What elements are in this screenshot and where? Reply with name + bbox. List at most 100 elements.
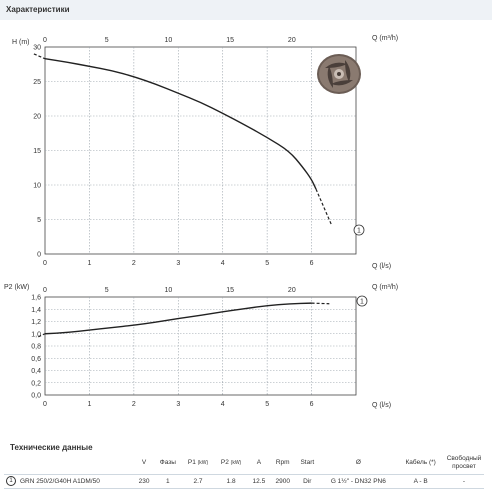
x-tick-label: 4 bbox=[221, 260, 225, 267]
tech-data-table: V Фазы P1 (kW) P2 (kW) A Rpm Start Ø Каб… bbox=[4, 452, 484, 489]
row-p1: 2.7 bbox=[181, 473, 215, 489]
head-series-marker: 1 bbox=[353, 224, 365, 236]
tech-col-badge bbox=[4, 452, 18, 474]
table-row: 1 GRN 250/2/G40H A1DM/50 230 1 2.7 1.8 1… bbox=[4, 473, 484, 489]
x-tick-label: 5 bbox=[265, 401, 269, 408]
head-chart-ticks: 0 1 2 3 4 5 6 0 5 10 15 20 0 5 10 15 20 25 30 bbox=[33, 37, 313, 267]
x2-tick-label: 0 bbox=[43, 37, 47, 44]
y-tick-label: 0,4 bbox=[31, 368, 41, 375]
y-tick-label: 1,4 bbox=[31, 307, 41, 314]
y-tick-label: 1,6 bbox=[31, 295, 41, 302]
x-tick-label: 1 bbox=[87, 401, 91, 408]
y-tick-label: 0,8 bbox=[31, 344, 41, 351]
head-series-marker-circle bbox=[353, 224, 365, 236]
row-p2: 1.8 bbox=[214, 473, 248, 489]
head-x-axis-label: Q (l/s) bbox=[372, 263, 391, 270]
row-v: 230 bbox=[134, 473, 155, 489]
power-series-marker-label: 1 bbox=[360, 299, 364, 306]
power-curve-line bbox=[44, 302, 312, 335]
tech-col-rpm: Rpm bbox=[275, 459, 290, 467]
y-tick-label: 25 bbox=[33, 79, 41, 86]
tech-table-header-row: V Фазы P1 (kW) P2 (kW) A Rpm Start Ø Каб… bbox=[4, 452, 484, 474]
tech-col-p2: P2 (kW) bbox=[215, 452, 248, 474]
x-tick-label: 6 bbox=[310, 401, 314, 408]
y-tick-label: 0,6 bbox=[31, 356, 41, 363]
power-series-marker-circle bbox=[356, 295, 368, 307]
tech-col-diameter: Ø bbox=[355, 459, 361, 467]
x-tick-label: 2 bbox=[132, 401, 136, 408]
y-tick-label: 5 bbox=[37, 217, 41, 224]
power-curve-dashed-end bbox=[311, 302, 330, 305]
x-tick-label: 2 bbox=[132, 260, 136, 267]
power-chart-grid bbox=[45, 297, 356, 395]
tech-col-p1-unit: (kW) bbox=[197, 460, 209, 467]
tech-col-passage: Свободный просвет bbox=[446, 454, 482, 470]
x2-tick-label: 5 bbox=[105, 287, 109, 294]
power-series-marker: 1 bbox=[356, 295, 368, 307]
head-curve-dashed-start bbox=[33, 53, 46, 60]
x2-tick-label: 20 bbox=[288, 37, 296, 44]
tech-col-phases: Фазы bbox=[159, 459, 176, 467]
x2-tick-label: 20 bbox=[288, 287, 296, 294]
tech-data-title: Технические данные bbox=[10, 443, 93, 452]
power-chart-ticks: 0 1 2 3 4 5 6 0 5 10 15 20 0,0 0,2 0,4 0,6 0,8 1,0 1,2 1,4 1… bbox=[31, 287, 313, 408]
tech-col-p1: P1 (kW) bbox=[182, 452, 215, 474]
row-badge-cell: 1 bbox=[4, 473, 18, 489]
row-model: GRN 250/2/G40H A1DM/50 bbox=[18, 473, 134, 489]
row-rpm: 2900 bbox=[270, 473, 296, 489]
power-y-axis-label: P2 (kW) bbox=[4, 284, 29, 291]
head-series-marker-label: 1 bbox=[357, 228, 361, 235]
y-tick-label: 20 bbox=[33, 114, 41, 121]
row-passage: - bbox=[444, 473, 484, 489]
tech-col-p2-label: P2 bbox=[220, 459, 229, 467]
x2-tick-label: 10 bbox=[165, 287, 173, 294]
y-tick-label: 15 bbox=[33, 148, 41, 155]
power-x2-axis-label: Q (m³/h) bbox=[372, 284, 398, 291]
row-phases: 1 bbox=[154, 473, 182, 489]
y-tick-label: 10 bbox=[33, 183, 41, 190]
head-y-axis-label: H (m) bbox=[12, 39, 30, 46]
head-curve-line bbox=[44, 58, 317, 190]
head-chart: 0 1 2 3 4 5 6 0 5 10 15 20 0 5 10 15 20 25 30 H (m) Q (l/s… bbox=[12, 35, 398, 270]
x-tick-label: 5 bbox=[265, 260, 269, 267]
x-tick-label: 1 bbox=[87, 260, 91, 267]
header-bar: Характеристики bbox=[0, 0, 492, 20]
head-chart-grid bbox=[45, 47, 356, 254]
section-title: Характеристики bbox=[6, 5, 70, 14]
x2-tick-label: 15 bbox=[226, 37, 234, 44]
y-tick-label: 1,0 bbox=[31, 331, 41, 338]
pump-impeller-icon bbox=[317, 54, 361, 94]
y-tick-label: 0,2 bbox=[31, 380, 41, 387]
row-diameter: G 1½" - DN32 PN6 bbox=[319, 473, 398, 489]
tech-col-p1-label: P1 bbox=[187, 459, 196, 467]
x-tick-label: 3 bbox=[176, 401, 180, 408]
tech-col-cable: Кабель (*) bbox=[405, 459, 436, 467]
row-start: Dir bbox=[295, 473, 320, 489]
row-cable: A - B bbox=[397, 473, 444, 489]
x-tick-label: 4 bbox=[221, 401, 225, 408]
x-tick-label: 0 bbox=[43, 260, 47, 267]
row-a: 12.5 bbox=[247, 473, 271, 489]
y-tick-label: 30 bbox=[33, 45, 41, 52]
x2-tick-label: 10 bbox=[165, 37, 173, 44]
y-tick-label: 0 bbox=[37, 252, 41, 259]
power-x-axis-label: Q (l/s) bbox=[372, 402, 391, 409]
tech-col-model bbox=[18, 452, 134, 474]
row-badge: 1 bbox=[6, 476, 16, 486]
x-tick-label: 3 bbox=[176, 260, 180, 267]
tech-col-p2-unit: (kW) bbox=[230, 460, 242, 467]
power-chart: 0 1 2 3 4 5 6 0 5 10 15 20 0,0 0,2 0,4 0,6 0,8 1,0 1,2 1,4 1… bbox=[4, 284, 398, 409]
x2-tick-label: 15 bbox=[226, 287, 234, 294]
x-tick-label: 0 bbox=[43, 401, 47, 408]
tech-col-start: Start bbox=[300, 459, 315, 467]
head-x2-axis-label: Q (m³/h) bbox=[372, 35, 398, 42]
x2-tick-label: 5 bbox=[105, 37, 109, 44]
tech-col-a: A bbox=[256, 459, 262, 467]
power-curve-dashed-start bbox=[38, 333, 46, 338]
x-tick-label: 6 bbox=[310, 260, 314, 267]
tech-col-v: V bbox=[141, 459, 147, 467]
y-tick-label: 1,2 bbox=[31, 319, 41, 326]
y-tick-label: 0,0 bbox=[31, 393, 41, 400]
x2-tick-label: 0 bbox=[43, 287, 47, 294]
